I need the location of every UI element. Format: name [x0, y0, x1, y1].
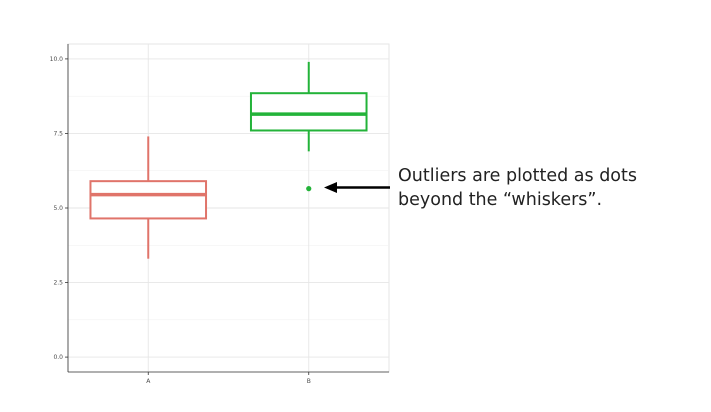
arrow-head	[324, 182, 337, 193]
iqr-box	[89, 180, 208, 220]
outlier-point	[306, 186, 312, 192]
x-tick-label: A	[146, 378, 151, 385]
y-axis-ticks: 0.0 2.5 5.0 7.5 10.0	[50, 56, 68, 361]
annotation-text: Outliers are plotted as dots beyond the …	[398, 164, 698, 212]
y-tick-label: 5.0	[53, 205, 63, 212]
iqr-box	[249, 92, 368, 132]
x-tick-label: B	[307, 378, 311, 385]
y-tick-label: 7.5	[53, 130, 63, 137]
y-tick-label: 0.0	[53, 354, 63, 361]
y-tick-label: 2.5	[53, 280, 63, 287]
y-tick-label: 10.0	[50, 56, 64, 63]
box-group-b	[249, 61, 368, 192]
annotation-line-2: beyond the “whiskers”.	[398, 190, 603, 210]
annotation-line-1: Outliers are plotted as dots	[398, 166, 637, 186]
box-layer	[89, 61, 368, 259]
box-group-a	[89, 136, 208, 259]
annotation-arrow	[324, 182, 390, 193]
